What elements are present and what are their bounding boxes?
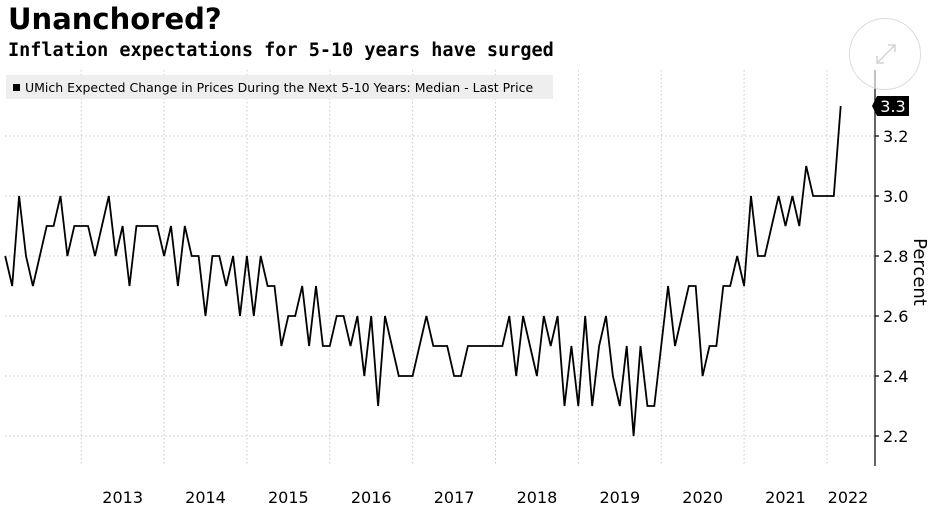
y-tick-label: 3.0 (883, 187, 908, 206)
tick-labels: 2.2 2.4 2.6 2.8 3.0 3.2 2013 2014 2015 2016 2017 20… (102, 127, 930, 507)
chart-subtitle: Inflation expectations for 5-10 years ha… (8, 40, 554, 61)
y-axis-title: Percent (909, 238, 930, 306)
x-tick-label: 2017 (434, 488, 475, 507)
axes (874, 70, 879, 466)
x-tick-label: 2014 (185, 488, 226, 507)
x-tick-label: 2016 (351, 488, 392, 507)
last-price-value: 3.3 (880, 97, 905, 116)
last-price-badge (872, 96, 909, 116)
x-tick-label: 2020 (682, 488, 723, 507)
expand-arrows-icon (876, 44, 896, 64)
last-price-badge-group: 3.3 (872, 96, 909, 116)
chart-title: Unanchored? (8, 2, 222, 36)
x-tick-label: 2022 (828, 488, 869, 507)
x-tick-label: 2018 (517, 488, 558, 507)
legend-swatch (13, 83, 20, 91)
x-tick-label: 2019 (599, 488, 640, 507)
gridlines (5, 70, 875, 466)
legend-label: UMich Expected Change in Prices During t… (25, 79, 534, 95)
legend: UMich Expected Change in Prices During t… (6, 75, 553, 99)
x-tick-label: 2015 (268, 488, 309, 507)
y-tick-label: 2.8 (883, 247, 908, 266)
series-layer (4, 105, 842, 437)
y-tick-label: 2.6 (883, 307, 908, 326)
x-tick-label: 2013 (102, 488, 143, 507)
y-tick-label: 2.2 (883, 427, 908, 446)
x-tick-label: 2021 (765, 488, 806, 507)
y-tick-label: 2.4 (883, 367, 908, 386)
expand-button[interactable] (849, 18, 921, 90)
y-tick-label: 3.2 (883, 127, 908, 146)
series-line (4, 105, 842, 437)
